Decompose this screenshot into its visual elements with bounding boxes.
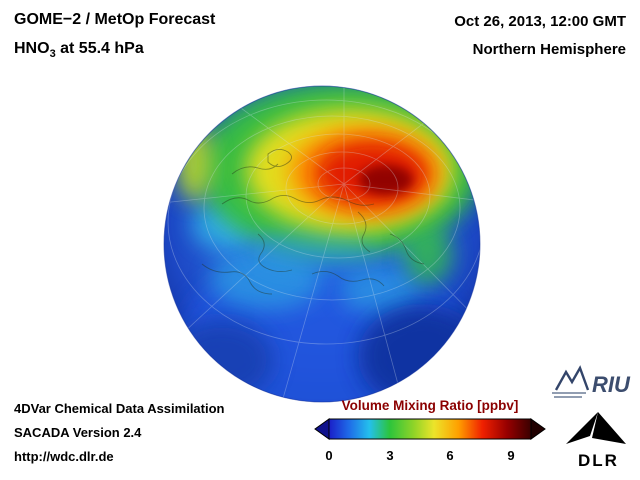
colorbar-left-arrow (314, 418, 330, 440)
tick-9: 9 (507, 448, 515, 463)
riu-logo-mark (554, 365, 590, 391)
datetime-label: Oct 26, 2013, 12:00 GMT (454, 13, 626, 30)
colorbar-title: Volume Mixing Ratio [ppbv] (341, 398, 519, 413)
tick-0: 0 (325, 448, 333, 463)
species-level-label: HNO3 at 55.4 hPa (14, 40, 144, 61)
website-url: http://wdc.dlr.de (14, 449, 114, 464)
colorbar-gradient-bar (328, 418, 532, 440)
coastlines (201, 149, 425, 295)
dlr-logo-text: DLR (578, 451, 619, 470)
assimilation-label: 4DVar Chemical Data Assimilation (14, 401, 225, 416)
colorbar (314, 418, 546, 440)
mixing-ratio-field (170, 86, 480, 402)
version-label: SACADA Version 2.4 (14, 425, 142, 440)
colorbar-ticks: 0 3 6 9 (314, 448, 546, 466)
tick-3: 3 (386, 448, 394, 463)
globe-outline (163, 85, 481, 403)
header-left: GOME−2 / MetOp Forecast HNO3 at 55.4 hPa (14, 12, 215, 60)
colorbar-right-arrow (530, 418, 546, 440)
dlr-logo: DLR (566, 412, 626, 470)
plot-title: GOME−2 / MetOp Forecast (14, 11, 216, 28)
hemisphere-label: Northern Hemisphere (472, 41, 626, 58)
riu-logo-text: RIU (592, 372, 631, 397)
tick-6: 6 (446, 448, 454, 463)
footer-credits: 4DVar Chemical Data Assimilation SACADA … (14, 397, 225, 469)
riu-logo-lines (552, 392, 586, 398)
riu-logo: RIU (552, 365, 631, 398)
globe-map (163, 85, 481, 403)
header-right: Oct 26, 2013, 12:00 GMT Northern Hemisph… (454, 14, 626, 57)
colorbar-legend: Volume Mixing Ratio [ppbv] (314, 398, 546, 466)
dlr-logo-mark (566, 412, 626, 444)
